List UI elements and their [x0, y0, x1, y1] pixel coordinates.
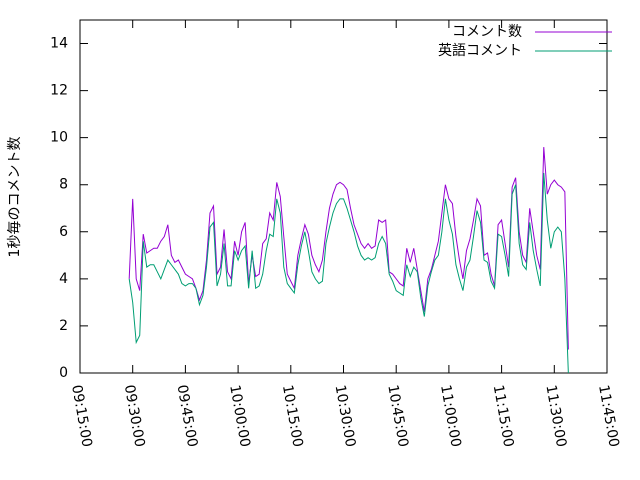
y-tick-label: 6 [59, 224, 68, 240]
x-tick-label: 09:30:00 [121, 384, 148, 449]
x-tick-label: 10:30:00 [332, 384, 359, 449]
plot-frame [79, 19, 608, 374]
x-tick-label: 09:45:00 [174, 384, 201, 449]
x-tick-label: 10:00:00 [226, 384, 253, 449]
legend-label: 英語コメント [438, 42, 522, 59]
x-tick-label: 11:15:00 [490, 384, 517, 449]
x-tick-label: 10:45:00 [384, 384, 411, 449]
x-tick-label: 11:45:00 [595, 384, 622, 449]
y-tick-label: 12 [50, 83, 68, 99]
x-tick-label: 11:00:00 [437, 384, 464, 449]
x-tick-label: 10:15:00 [279, 384, 306, 449]
y-tick-label: 14 [50, 36, 68, 52]
x-tick-label: 11:30:00 [542, 384, 569, 449]
x-tick-label: 09:15:00 [68, 384, 95, 449]
series-line [128, 172, 569, 374]
series-line [128, 147, 569, 350]
legend-label: コメント数 [452, 24, 522, 40]
y-axis-label: 1秒毎のコメント数 [7, 137, 23, 258]
y-tick-label: 4 [59, 271, 68, 287]
y-tick-label: 8 [59, 177, 68, 193]
y-tick-label: 2 [59, 318, 68, 334]
y-tick-label: 10 [50, 130, 68, 146]
y-tick-label: 0 [59, 365, 68, 381]
